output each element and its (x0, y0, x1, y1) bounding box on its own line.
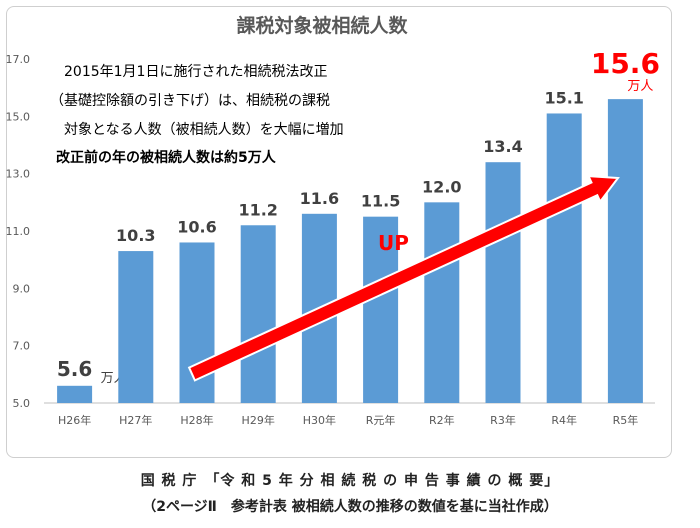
arrow-label: UP (378, 231, 409, 255)
y-tick-label: 11.0 (6, 225, 31, 238)
x-tick-label: H28年 (180, 413, 213, 427)
x-tick-label: H27年 (119, 413, 152, 427)
y-tick-label: 5.0 (13, 397, 31, 410)
bar (424, 202, 460, 403)
value-label: 15.6 (591, 47, 660, 80)
source-line-1: 国 税 庁 「令 和 5 年 分 相 続 税 の 申 告 事 績 の 概 要」 (140, 473, 560, 489)
y-tick-label: 15.0 (6, 110, 31, 123)
x-tick-label: R2年 (429, 413, 455, 427)
annotation-line-2: （基礎控除額の引き下げ）は、相続税の課税 (50, 92, 330, 109)
bar (240, 225, 276, 403)
bar (546, 113, 582, 403)
value-label: 11.5 (361, 192, 400, 211)
bar (363, 216, 399, 403)
value-label: 11.2 (238, 200, 277, 219)
unit-label: 万人 (627, 79, 653, 94)
annotation-bold: 改正前の年の被相続人数は約5万人 (56, 149, 277, 166)
bar (57, 385, 93, 403)
up-arrow (187, 174, 620, 382)
annotation-line-3: 対象となる人数（被相続人数）を大幅に増加 (64, 121, 344, 138)
value-label: 10.6 (177, 217, 216, 236)
value-label: 12.0 (422, 177, 461, 196)
source-line-2: （2ページⅡ 参考計表 被相続人数の推移の数値を基に当社作成） (142, 499, 558, 515)
bar (607, 99, 643, 403)
x-tick-label: R4年 (551, 413, 577, 427)
bar (485, 162, 521, 403)
x-tick-label: H30年 (303, 413, 336, 427)
x-tick-label: R5年 (613, 413, 639, 427)
value-label: 13.4 (483, 137, 522, 156)
x-tick-label: H29年 (242, 413, 275, 427)
chart-title: 課税対象被相続人数 (236, 14, 408, 37)
y-tick-label: 9.0 (13, 282, 31, 295)
x-axis: H26年 H27年 H28年 H29年 H30年 R元年 R2年 R3年 R4年 R5年 (58, 413, 638, 427)
y-tick-label: 17.0 (6, 53, 31, 66)
bars-group: 5.6 万人 10.3 10.6 11.2 11.6 11.5 12.0 13.4 15.1 15.… (57, 47, 660, 403)
bar (118, 251, 154, 403)
y-axis: 5.0 7.0 9.0 11.0 13.0 15.0 17.0 (6, 53, 31, 410)
x-tick-label: R元年 (366, 413, 396, 427)
x-tick-label: H26年 (58, 413, 91, 427)
value-label: 10.3 (116, 226, 155, 245)
y-tick-label: 7.0 (13, 340, 31, 353)
value-label: 5.6 (57, 357, 92, 381)
value-label: 15.1 (544, 88, 583, 107)
x-tick-label: R3年 (490, 413, 516, 427)
arrow-shape (187, 174, 620, 382)
y-tick-label: 13.0 (6, 168, 31, 181)
value-label: 11.6 (300, 189, 339, 208)
annotation: 2015年1月1日に施行された相続税法改正 （基礎控除額の引き下げ）は、相続税の… (50, 63, 344, 166)
annotation-line-1: 2015年1月1日に施行された相続税法改正 (64, 63, 327, 80)
